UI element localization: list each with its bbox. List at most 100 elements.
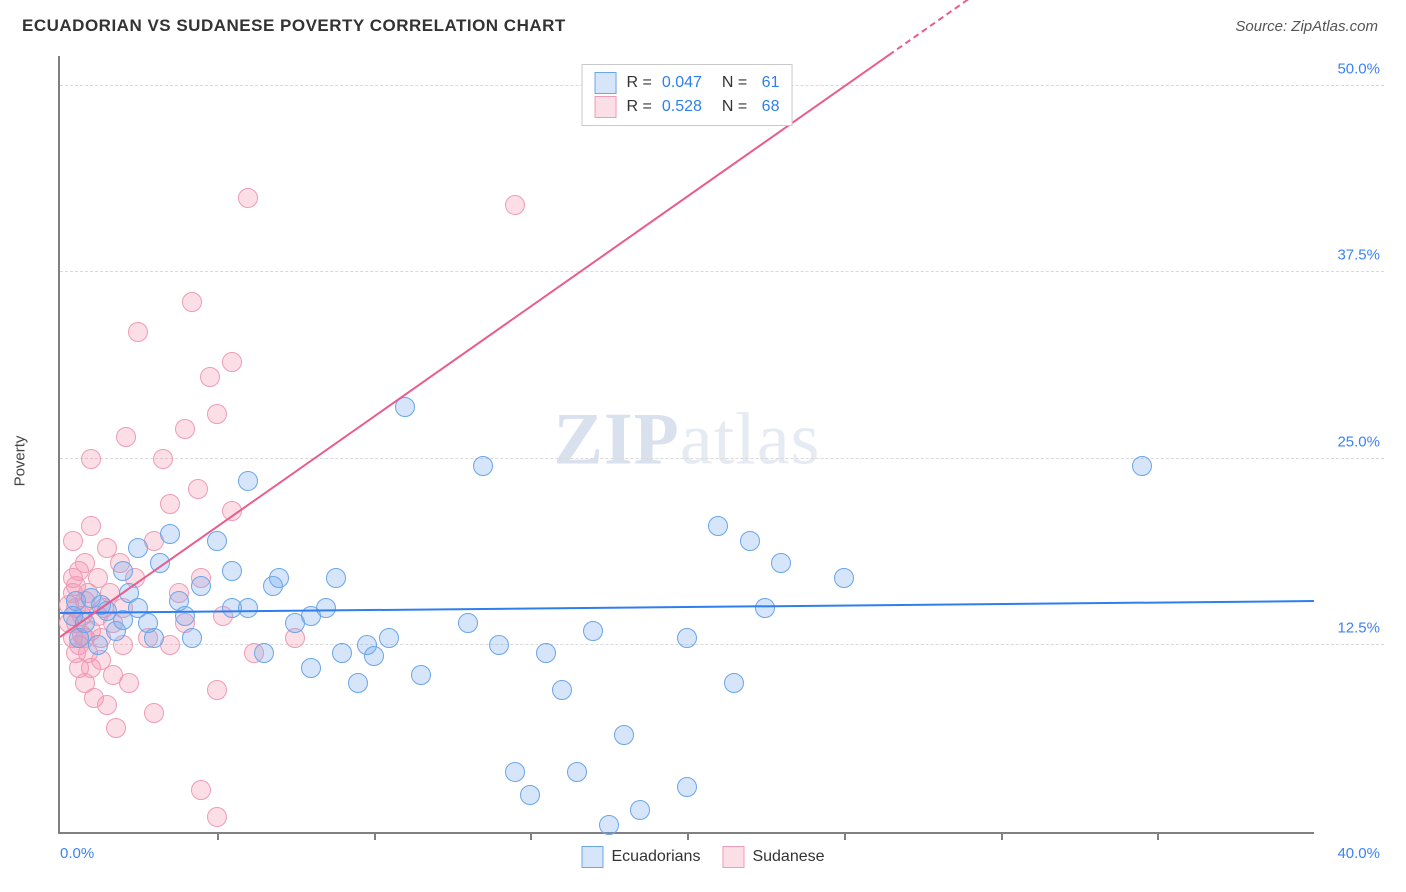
data-point [254, 643, 274, 663]
data-point [153, 449, 173, 469]
data-point [175, 419, 195, 439]
data-point [182, 292, 202, 312]
data-point [1132, 456, 1152, 476]
data-point [364, 646, 384, 666]
data-point [301, 658, 321, 678]
data-point [160, 494, 180, 514]
gridline [60, 271, 1384, 272]
x-tick [1001, 832, 1003, 840]
legend-r-value: 0.047 [662, 71, 712, 95]
legend-n-label: N = [722, 71, 747, 95]
x-tick [1157, 832, 1159, 840]
y-axis-label: Poverty [12, 436, 29, 487]
y-tick-label: 37.5% [1337, 247, 1380, 264]
data-point [97, 695, 117, 715]
chart-title: ECUADORIAN VS SUDANESE POVERTY CORRELATI… [22, 16, 566, 36]
data-point [200, 367, 220, 387]
x-tick-label: 40.0% [1337, 845, 1380, 862]
data-point [505, 762, 525, 782]
data-point [238, 598, 258, 618]
y-tick-label: 50.0% [1337, 60, 1380, 77]
plot-area: ZIPatlas R =0.047N = 61R =0.528N = 68 12… [58, 56, 1314, 834]
legend-series-label: Ecuadorians [611, 848, 700, 866]
data-point [191, 780, 211, 800]
data-point [677, 628, 697, 648]
data-point [191, 576, 211, 596]
data-point [160, 524, 180, 544]
data-point [113, 561, 133, 581]
x-tick-label: 0.0% [60, 845, 94, 862]
legend-correlation: R = 0.047 N = 61 R = 0.528 N = 68 [582, 64, 793, 126]
data-point [238, 471, 258, 491]
data-point [207, 531, 227, 551]
legend-swatch [722, 846, 744, 868]
legend-r-label: R = [627, 71, 652, 95]
legend-series-label: Sudanese [752, 848, 824, 866]
data-point [106, 718, 126, 738]
legend-n-label: N = [722, 95, 747, 119]
x-tick [217, 832, 219, 840]
data-point [269, 568, 289, 588]
data-point [379, 628, 399, 648]
y-tick-label: 12.5% [1337, 620, 1380, 637]
data-point [207, 680, 227, 700]
legend-r-value: 0.528 [662, 95, 712, 119]
x-tick [374, 832, 376, 840]
legend-series-item: Sudanese [722, 846, 824, 868]
data-point [834, 568, 854, 588]
data-point [536, 643, 556, 663]
legend-series-item: Ecuadorians [581, 846, 700, 868]
data-point [771, 553, 791, 573]
data-point [583, 621, 603, 641]
data-point [238, 188, 258, 208]
data-point [119, 673, 139, 693]
source-credit: Source: ZipAtlas.com [1235, 18, 1378, 35]
data-point [188, 479, 208, 499]
data-point [326, 568, 346, 588]
data-point [614, 725, 634, 745]
data-point [348, 673, 368, 693]
data-point [708, 516, 728, 536]
data-point [505, 195, 525, 215]
chart-container: Poverty ZIPatlas R =0.047N = 61R =0.528N… [22, 48, 1384, 874]
data-point [520, 785, 540, 805]
legend-n-value: 61 [757, 71, 779, 95]
data-point [458, 613, 478, 633]
x-tick [530, 832, 532, 840]
data-point [740, 531, 760, 551]
data-point [473, 456, 493, 476]
data-point [677, 777, 697, 797]
data-point [599, 815, 619, 835]
data-point [207, 807, 227, 827]
legend-swatch [595, 72, 617, 94]
data-point [630, 800, 650, 820]
data-point [316, 598, 336, 618]
data-point [567, 762, 587, 782]
data-point [411, 665, 431, 685]
legend-r-label: R = [627, 95, 652, 119]
data-point [724, 673, 744, 693]
watermark: ZIPatlas [554, 397, 821, 482]
data-point [552, 680, 572, 700]
data-point [81, 449, 101, 469]
data-point [755, 598, 775, 618]
data-point [128, 322, 148, 342]
gridline [60, 458, 1384, 459]
x-tick [687, 832, 689, 840]
data-point [88, 635, 108, 655]
data-point [489, 635, 509, 655]
data-point [81, 516, 101, 536]
data-point [128, 538, 148, 558]
legend-correlation-row: R = 0.528 N = 68 [595, 95, 780, 119]
legend-swatch [595, 96, 617, 118]
data-point [222, 561, 242, 581]
x-tick [844, 832, 846, 840]
data-point [116, 427, 136, 447]
data-point [332, 643, 352, 663]
data-point [144, 628, 164, 648]
data-point [63, 531, 83, 551]
legend-series: Ecuadorians Sudanese [581, 846, 824, 868]
data-point [175, 606, 195, 626]
legend-n-value: 68 [757, 95, 779, 119]
trend-line [59, 54, 889, 638]
